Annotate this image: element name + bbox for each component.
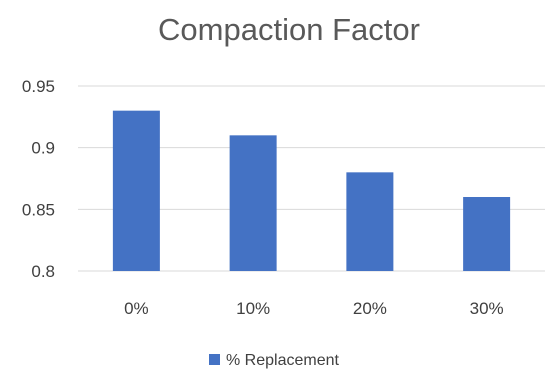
x-tick-label: 20% [353, 299, 387, 318]
bar-10pct [229, 135, 277, 271]
bars [112, 110, 511, 272]
y-tick-label: 0.9 [31, 139, 55, 158]
legend-swatch [209, 354, 220, 365]
x-tick-label: 10% [236, 299, 270, 318]
legend: % Replacement [209, 352, 340, 369]
y-tick-label: 0.85 [22, 200, 55, 219]
x-tick-label: 30% [470, 299, 504, 318]
legend-label: % Replacement [226, 352, 340, 369]
bar-20pct [346, 172, 394, 271]
y-tick-label: 0.95 [22, 77, 55, 96]
bar-30pct [463, 197, 511, 271]
x-tick-label: 0% [124, 299, 149, 318]
bar-0pct [112, 110, 160, 272]
y-tick-label: 0.8 [31, 262, 55, 281]
y-axis-tick-labels: 0.8 0.85 0.9 0.95 [22, 77, 55, 281]
chart-title: Compaction Factor [158, 12, 420, 47]
x-axis-tick-labels: 0% 10% 20% 30% [124, 299, 504, 318]
